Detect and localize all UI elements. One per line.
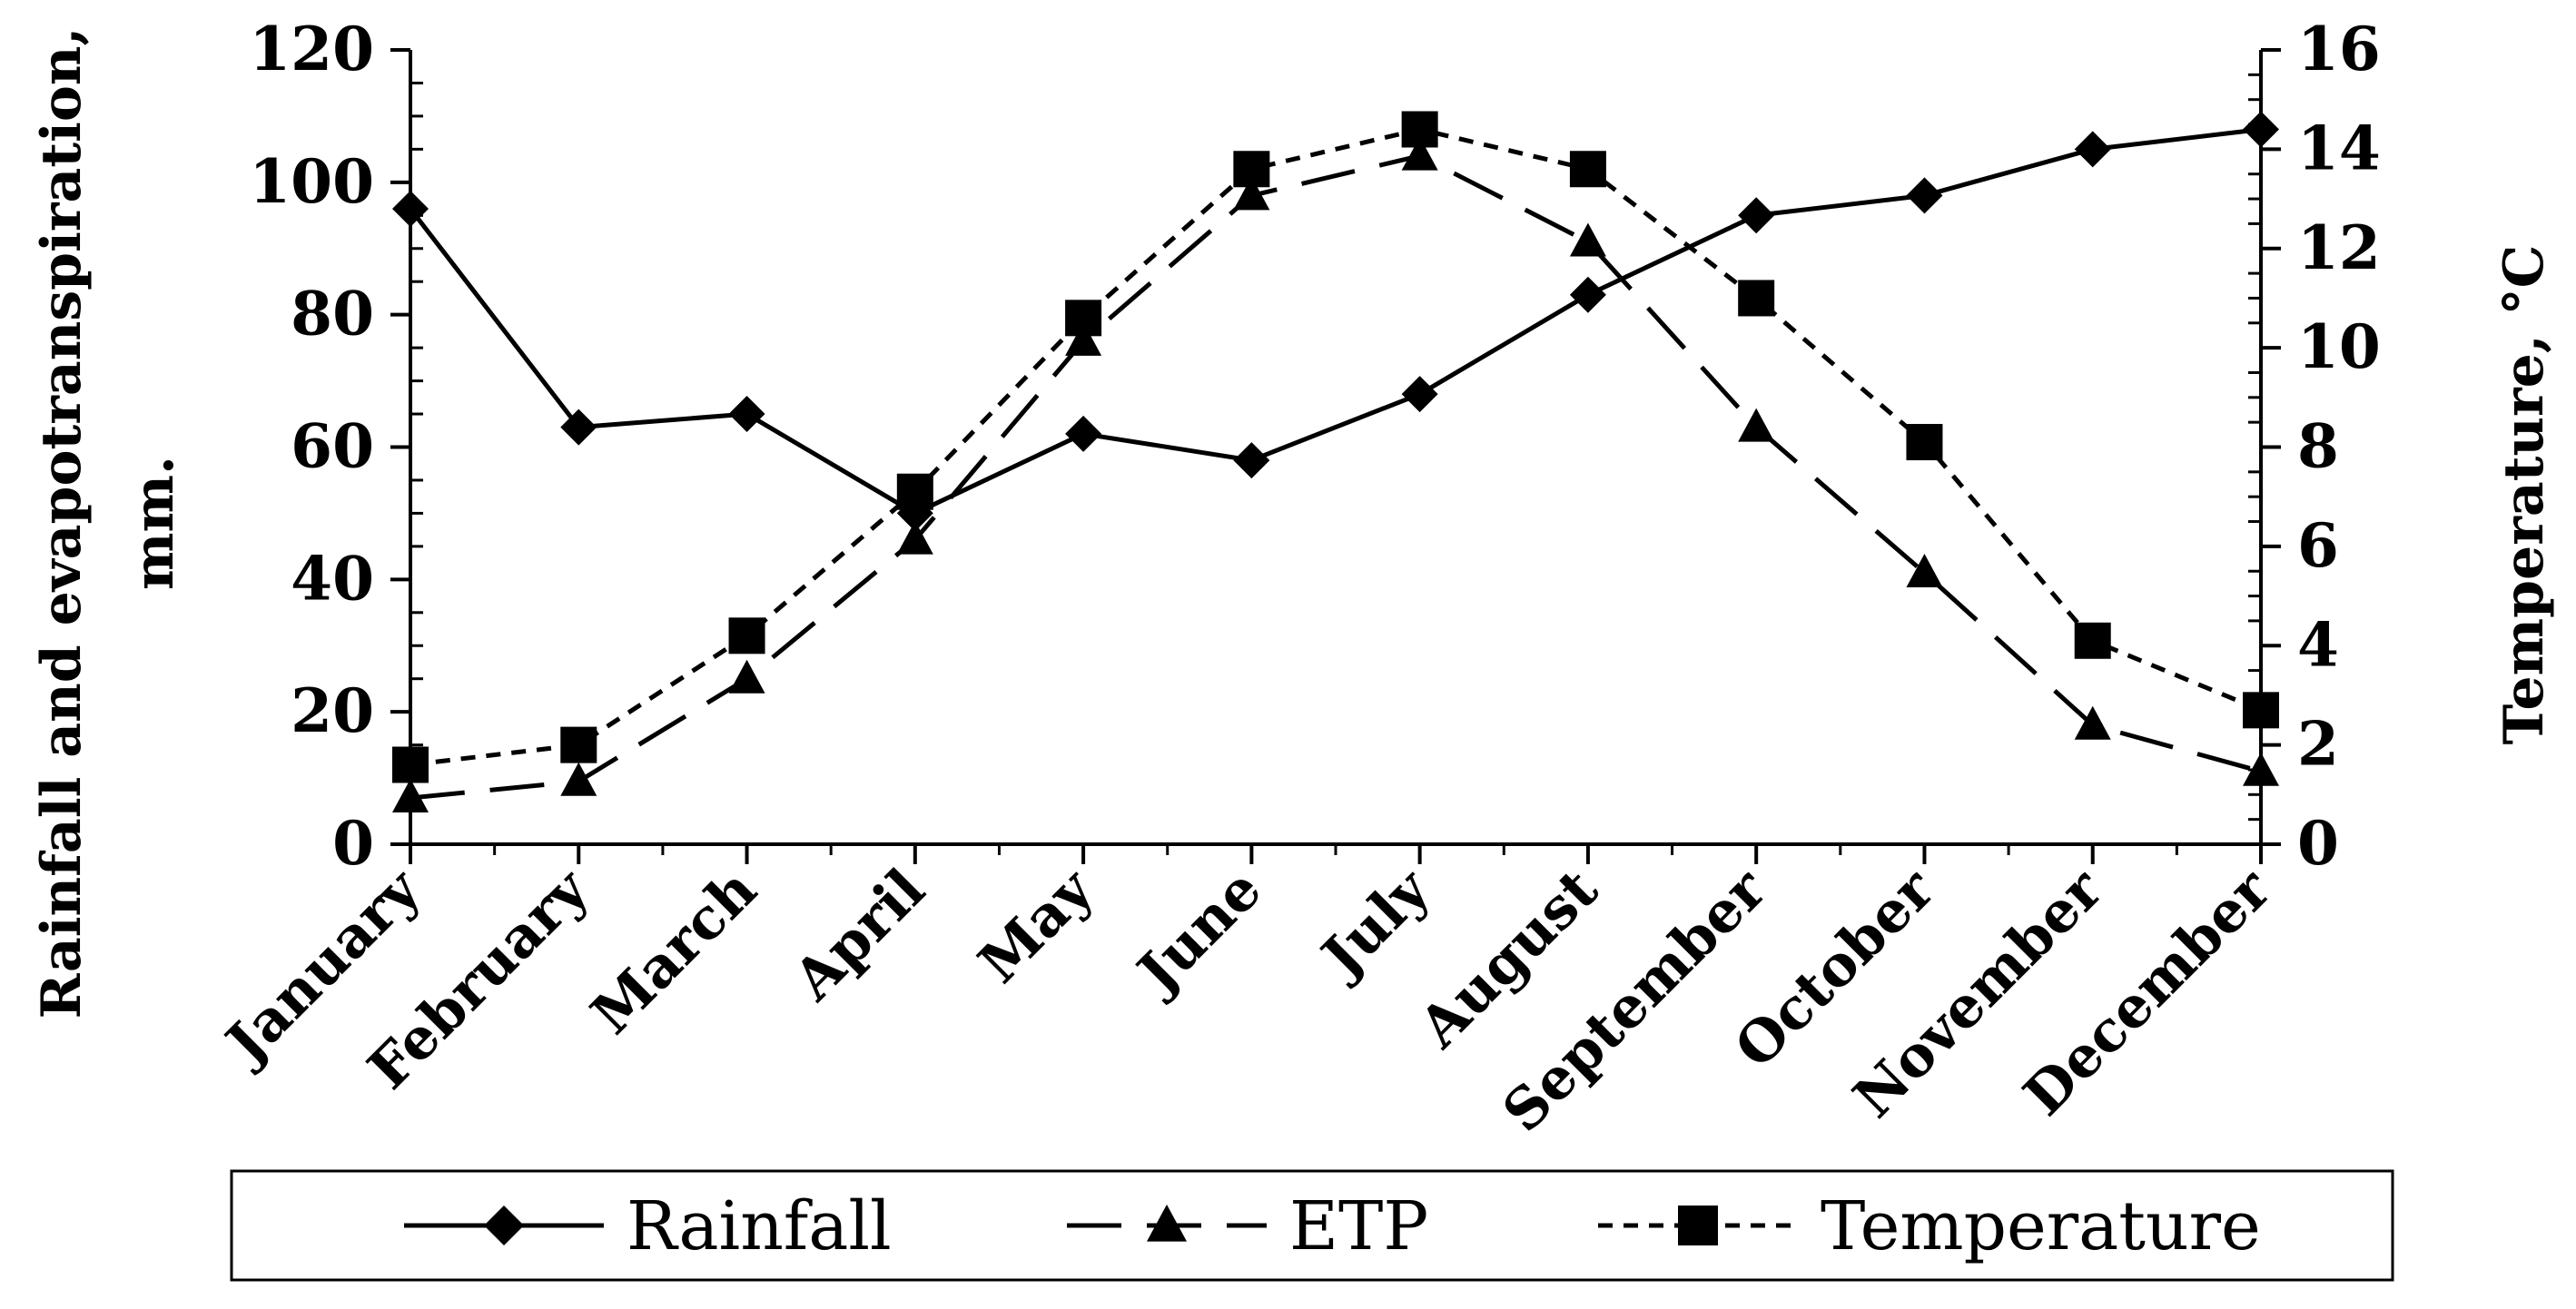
x-tick-label: July <box>1306 855 1443 992</box>
point-triangle <box>1569 222 1606 257</box>
point-square <box>1233 151 1270 188</box>
y2-tick-label: 14 <box>2297 113 2381 183</box>
point-square <box>1401 111 1438 148</box>
point-triangle <box>2243 752 2279 786</box>
y-tick-label: 120 <box>249 14 374 84</box>
point-diamond <box>1233 442 1270 479</box>
x-tick-label: May <box>966 855 1107 996</box>
y2-tick-label: 4 <box>2297 609 2339 680</box>
series-temperature <box>392 111 2279 783</box>
point-triangle <box>1147 1204 1187 1242</box>
point-diamond <box>1065 415 1102 452</box>
point-triangle <box>2074 705 2111 740</box>
point-square <box>1738 280 1775 317</box>
series-line-temperature <box>410 127 2262 767</box>
legend-label: Temperature <box>1821 1187 2261 1265</box>
axes <box>390 48 2281 864</box>
y2-tick-label: 6 <box>2297 510 2339 581</box>
legend-box <box>230 1169 2394 1282</box>
point-triangle <box>1738 408 1775 442</box>
y2-tick-label: 12 <box>2297 212 2381 283</box>
x-tick-label: April <box>780 856 937 1013</box>
point-square <box>728 617 765 654</box>
point-diamond <box>1906 177 1943 214</box>
point-square <box>1678 1206 1718 1245</box>
series-etp <box>392 136 2279 812</box>
point-square <box>392 746 429 783</box>
y-axis-title-line1: Rainfall and evapotranspiration, <box>30 27 94 1019</box>
y-tick-label: 20 <box>291 675 374 746</box>
legend-label: Rainfall <box>627 1187 892 1265</box>
point-diamond <box>1738 197 1775 234</box>
x-tick-label: March <box>578 856 769 1047</box>
point-diamond <box>484 1206 524 1245</box>
point-triangle <box>392 778 429 812</box>
y2-axis-title: Temperature, °C <box>2492 245 2556 745</box>
legend-item-rainfall: Rainfall <box>404 1187 892 1265</box>
series-layer <box>392 111 2279 812</box>
legend-item-temperature: Temperature <box>1598 1187 2261 1265</box>
point-square <box>2074 622 2111 659</box>
y2-tick-label: 8 <box>2297 411 2339 482</box>
legend-label: ETP <box>1289 1187 1428 1265</box>
point-triangle <box>1233 176 1270 211</box>
y2-tick-label: 0 <box>2297 808 2339 879</box>
point-diamond <box>2243 111 2279 148</box>
point-square <box>1906 424 1943 461</box>
point-triangle <box>1401 136 1438 171</box>
point-diamond <box>2074 131 2111 168</box>
point-diamond <box>560 408 597 446</box>
point-diamond <box>1401 376 1438 413</box>
point-square <box>2243 692 2279 729</box>
point-square <box>560 726 597 763</box>
legend: Rainfall ETP Temperature <box>230 1169 2394 1282</box>
point-triangle <box>896 520 933 555</box>
y-tick-label: 100 <box>249 146 374 217</box>
y-tick-label: 40 <box>291 543 374 614</box>
point-diamond <box>392 191 429 227</box>
y-tick-label: 80 <box>291 279 374 349</box>
y-axis-title-line2: mm. <box>123 456 186 590</box>
point-triangle <box>1906 554 1943 588</box>
point-diamond <box>1569 276 1606 313</box>
y2-tick-label: 16 <box>2297 14 2381 84</box>
point-triangle <box>560 762 597 796</box>
point-square <box>896 473 933 510</box>
y-tick-label: 0 <box>332 808 374 879</box>
legend-item-etp: ETP <box>1067 1187 1428 1265</box>
series-line-etp <box>410 153 2262 801</box>
point-square <box>1065 300 1102 337</box>
series-rainfall <box>392 111 2279 532</box>
point-square <box>1569 151 1606 188</box>
y-tick-label: 60 <box>291 411 374 482</box>
y2-tick-label: 10 <box>2297 311 2381 382</box>
point-triangle <box>1065 321 1102 356</box>
point-triangle <box>728 659 765 694</box>
y2-tick-label: 2 <box>2297 709 2339 780</box>
labels: 0204060801001200246810121416JanuaryFebru… <box>211 14 2381 1145</box>
series-line-rainfall <box>409 127 2262 516</box>
point-diamond <box>728 396 765 433</box>
x-tick-label: June <box>1121 856 1274 1009</box>
